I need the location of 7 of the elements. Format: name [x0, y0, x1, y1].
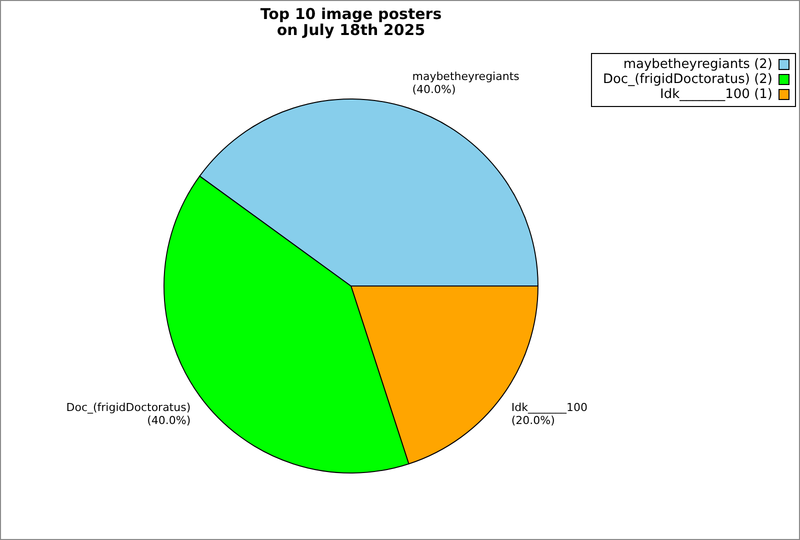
- data-label: Doc_(frigidDoctoratus) (40.0%): [66, 400, 191, 427]
- data-label: maybetheyregiants (40.0%): [412, 70, 520, 96]
- legend-label: Idk_______100 (1): [660, 86, 772, 102]
- legend-label: maybetheyregiants (2): [623, 56, 772, 72]
- data-label: Idk_______100 (20.0%): [511, 400, 588, 427]
- chart-title: Top 10 image posters on July 18th 2025: [259, 5, 443, 39]
- legend-label: Doc_(frigidDoctoratus) (2): [602, 72, 772, 87]
